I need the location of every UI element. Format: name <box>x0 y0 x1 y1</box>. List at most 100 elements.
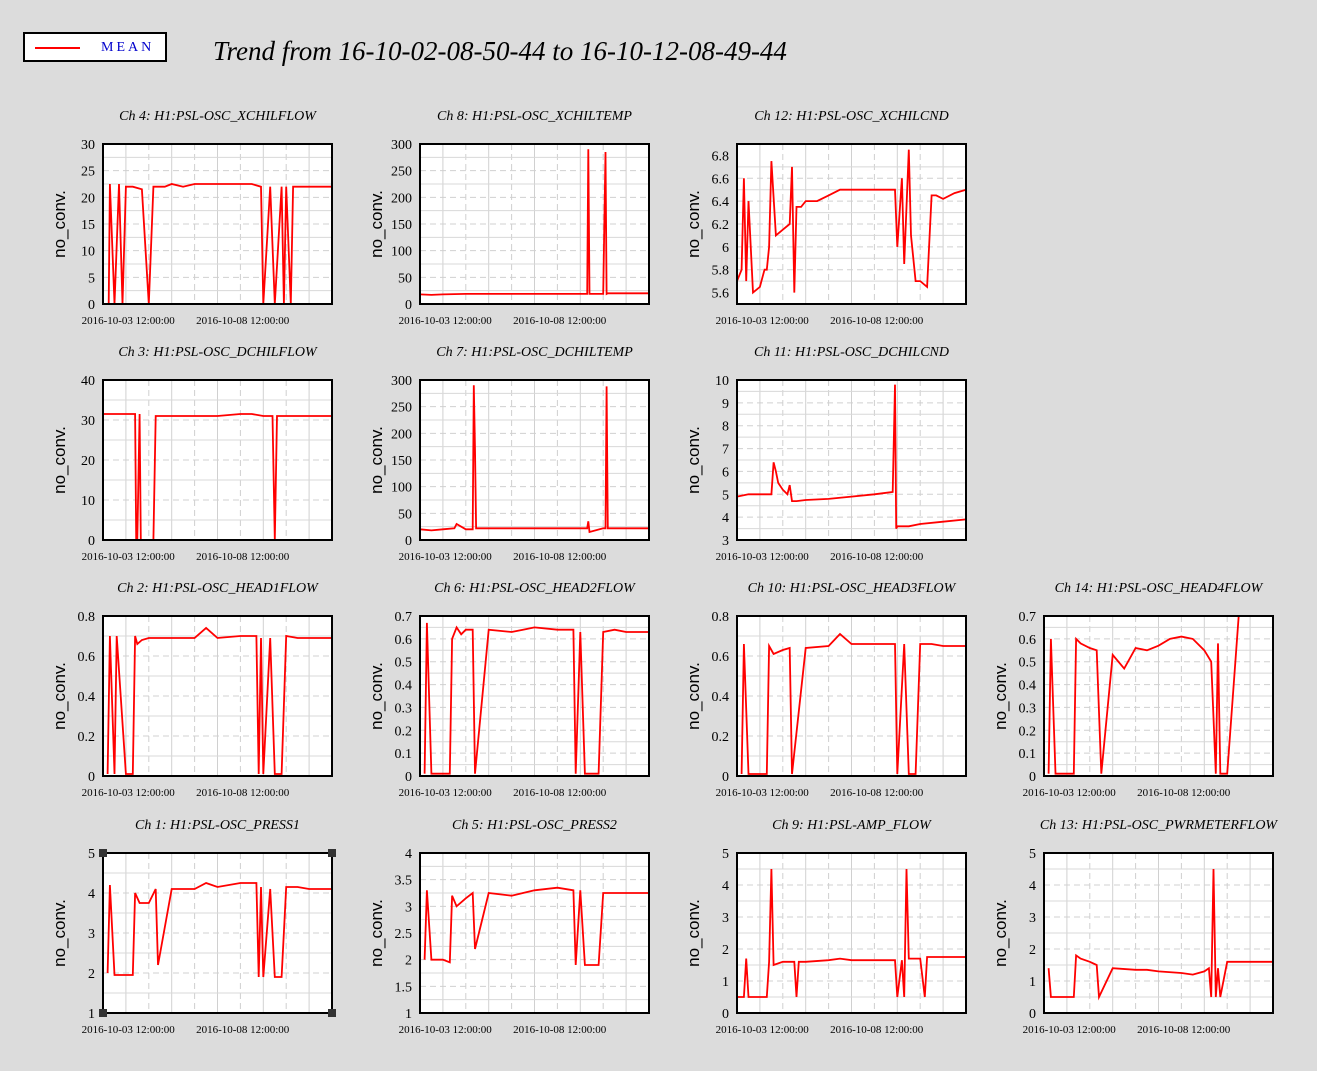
y-tick-label: 7 <box>722 443 729 458</box>
y-tick-label: 0.8 <box>78 610 96 625</box>
x-tick-label: 2016-10-08 12:00:00 <box>513 1024 607 1036</box>
plot-frame <box>419 143 650 305</box>
y-tick-label: 0.5 <box>1019 656 1037 671</box>
series-line <box>1047 868 1273 1001</box>
y-axis-label: no_conv. <box>50 426 69 494</box>
y-tick-label: 0 <box>88 298 95 313</box>
y-tick-label: 0 <box>1029 770 1036 785</box>
y-tick-label: 0.2 <box>395 724 413 739</box>
y-tick-label: 1 <box>1029 975 1036 990</box>
y-tick-label: 6.2 <box>712 218 730 233</box>
y-axis-label: no_conv. <box>367 190 386 258</box>
y-tick-label: 100 <box>391 481 412 496</box>
y-tick-label: 0 <box>1029 1007 1036 1022</box>
chart-title: Ch 14: H1:PSL-OSC_HEAD4FLOW <box>1055 581 1264 596</box>
y-axis-label: no_conv. <box>684 899 703 967</box>
y-tick-label: 0.6 <box>712 650 730 665</box>
y-tick-label: 4 <box>405 847 412 862</box>
y-tick-label: 6 <box>722 465 729 480</box>
y-tick-label: 0.3 <box>395 701 413 716</box>
series-line <box>106 626 332 775</box>
y-tick-label: 2 <box>405 954 412 969</box>
y-tick-label: 0.2 <box>1019 724 1037 739</box>
chart-panel: 5.6 5.8 6 6.2 6.4 6.6 6.8 2016-10-03 12:00:00 20… <box>684 109 967 327</box>
y-tick-label: 0.7 <box>1019 610 1037 625</box>
legend-label: MEAN <box>101 40 155 55</box>
x-tick-label: 2016-10-08 12:00:00 <box>196 315 290 327</box>
plot-frame <box>1043 615 1274 777</box>
y-tick-label: 5.6 <box>712 287 730 302</box>
y-tick-label: 3.5 <box>395 874 413 889</box>
y-axis-label: no_conv. <box>367 426 386 494</box>
y-tick-label: 0.6 <box>1019 633 1037 648</box>
y-tick-label: 4 <box>722 879 729 894</box>
y-tick-label: 0.4 <box>712 690 730 705</box>
series-line <box>106 882 332 978</box>
series-line <box>423 622 649 775</box>
x-tick-label: 2016-10-03 12:00:00 <box>716 1024 810 1036</box>
y-tick-label: 1 <box>405 1007 412 1022</box>
selection-handles <box>99 849 336 1017</box>
y-tick-label: 0.4 <box>395 679 413 694</box>
x-tick-label: 2016-10-08 12:00:00 <box>830 551 924 563</box>
chart-title: Ch 10: H1:PSL-OSC_HEAD3FLOW <box>748 581 957 596</box>
plot-frame <box>419 615 650 777</box>
y-tick-label: 6.8 <box>712 149 730 164</box>
y-tick-label: 200 <box>391 427 412 442</box>
plot-frame <box>736 852 967 1014</box>
chart-title: Ch 11: H1:PSL-OSC_DCHILCND <box>754 345 949 360</box>
y-tick-label: 5 <box>88 847 95 862</box>
y-tick-label: 3 <box>88 927 95 942</box>
y-tick-label: 50 <box>398 507 412 522</box>
y-tick-label: 4 <box>1029 879 1036 894</box>
y-axis-label: no_conv. <box>50 190 69 258</box>
resize-handle <box>99 1009 107 1017</box>
x-tick-label: 2016-10-08 12:00:00 <box>513 551 607 563</box>
y-tick-label: 300 <box>391 374 412 389</box>
y-tick-label: 250 <box>391 401 412 416</box>
y-tick-label: 0.3 <box>1019 701 1037 716</box>
chart-title: Ch 9: H1:PSL-AMP_FLOW <box>772 818 932 833</box>
chart-panel: 0 1 2 3 4 5 2016-10-03 12:00:00 2016-10-08 12:0… <box>991 818 1278 1036</box>
plot-frame <box>102 615 333 777</box>
y-tick-label: 200 <box>391 191 412 206</box>
y-tick-label: 0 <box>405 298 412 313</box>
chart-panel: 3 4 5 6 7 8 9 10 2016-10-03 12:00:00 2016-10-08 1… <box>684 345 967 563</box>
x-tick-label: 2016-10-03 12:00:00 <box>716 315 810 327</box>
series-line <box>736 149 967 295</box>
y-tick-label: 8 <box>722 420 729 435</box>
y-tick-label: 3 <box>722 534 729 549</box>
chart-panel: 1 1.5 2 2.5 3 3.5 4 2016-10-03 12:00:00 2016-10-… <box>367 818 650 1036</box>
plot-frame <box>736 615 967 777</box>
x-tick-label: 2016-10-03 12:00:00 <box>82 551 176 563</box>
chart-title: Ch 2: H1:PSL-OSC_HEAD1FLOW <box>117 581 319 596</box>
x-tick-label: 2016-10-03 12:00:00 <box>82 787 176 799</box>
y-axis-label: no_conv. <box>684 662 703 730</box>
y-tick-label: 2 <box>722 943 729 958</box>
plot-frame <box>736 379 967 541</box>
y-tick-label: 3 <box>722 911 729 926</box>
x-tick-label: 2016-10-08 12:00:00 <box>196 1024 290 1036</box>
y-axis-label: no_conv. <box>684 190 703 258</box>
y-tick-label: 4 <box>88 887 95 902</box>
y-tick-label: 300 <box>391 138 412 153</box>
series-line <box>737 868 966 998</box>
y-tick-label: 4 <box>722 511 729 526</box>
chart-title: Ch 7: H1:PSL-OSC_DCHILTEMP <box>436 345 633 360</box>
y-tick-label: 150 <box>391 218 412 233</box>
legend-swatch <box>35 47 80 49</box>
y-tick-label: 5 <box>88 271 95 286</box>
y-tick-label: 0.6 <box>78 650 96 665</box>
y-tick-label: 3 <box>1029 911 1036 926</box>
y-axis-label: no_conv. <box>991 662 1010 730</box>
y-tick-label: 3 <box>405 900 412 915</box>
y-tick-label: 10 <box>81 245 95 260</box>
y-tick-label: 15 <box>81 218 95 233</box>
y-tick-label: 20 <box>81 454 95 469</box>
plot-frame <box>102 379 333 541</box>
plot-frame <box>419 379 650 541</box>
y-axis-label: no_conv. <box>50 899 69 967</box>
x-tick-label: 2016-10-08 12:00:00 <box>513 787 607 799</box>
series-line <box>419 149 649 296</box>
